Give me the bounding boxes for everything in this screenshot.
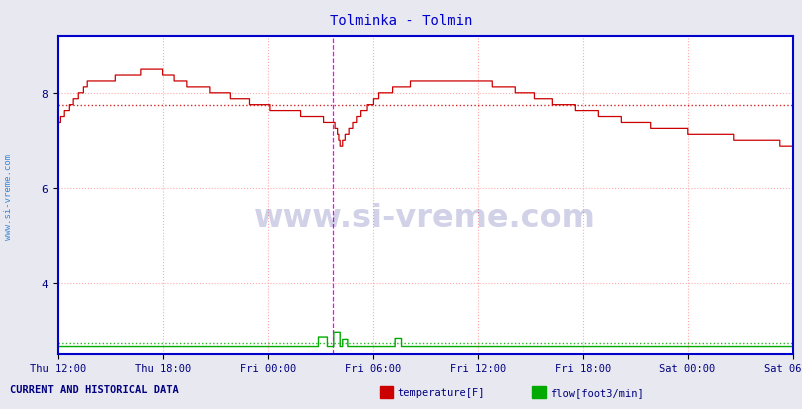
Text: Tolminka - Tolmin: Tolminka - Tolmin [330,14,472,28]
Text: temperature[F]: temperature[F] [397,387,484,397]
Text: flow[foot3/min]: flow[foot3/min] [549,387,643,397]
Text: www.si-vreme.com: www.si-vreme.com [254,202,595,233]
Text: www.si-vreme.com: www.si-vreme.com [3,153,13,239]
Text: CURRENT AND HISTORICAL DATA: CURRENT AND HISTORICAL DATA [10,384,178,393]
